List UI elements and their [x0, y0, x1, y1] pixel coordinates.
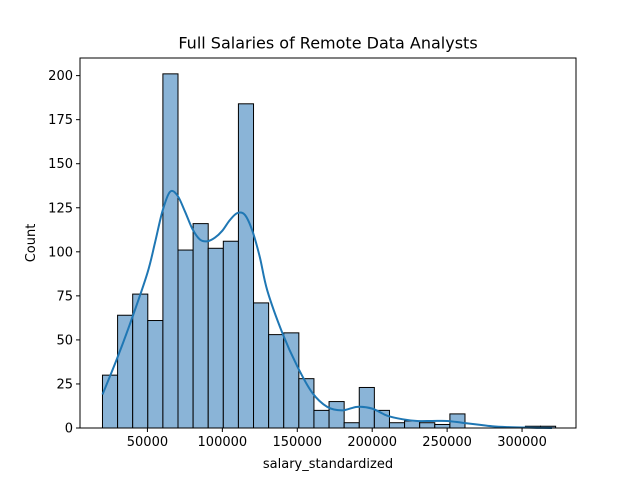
histogram-bar — [268, 334, 285, 429]
plot-frame — [79, 57, 577, 429]
y-tick-label: 100 — [48, 245, 73, 260]
x-axis-ticks: 50000 100000 150000 200000 250000 300000 — [127, 428, 547, 450]
y-tick-label: 175 — [48, 113, 73, 128]
chart-title: Full Salaries of Remote Data Analysts — [178, 34, 477, 53]
y-tick-label: 50 — [56, 333, 73, 348]
histogram-bar — [283, 332, 300, 429]
y-tick-label: 200 — [48, 69, 73, 84]
histogram-bar — [343, 422, 360, 429]
histogram-bar — [132, 293, 149, 429]
histogram-bar — [207, 247, 224, 429]
kde-curve — [101, 189, 553, 429]
y-tick-label: 75 — [56, 289, 73, 304]
histogram-bar — [298, 378, 315, 429]
histogram-bar — [434, 423, 451, 429]
histogram-bar — [147, 320, 164, 429]
y-axis-label: Count — [24, 224, 39, 263]
x-tick-label: 100000 — [198, 435, 248, 450]
y-tick-label: 125 — [48, 201, 73, 216]
histogram-bar — [253, 302, 270, 429]
histogram-bar — [237, 103, 255, 429]
histogram-bar — [419, 422, 436, 429]
histogram-bars — [101, 73, 557, 429]
histogram-bar — [222, 240, 239, 429]
x-tick-label: 150000 — [272, 435, 322, 450]
histogram-bar — [192, 223, 209, 429]
y-tick-label: 150 — [48, 157, 73, 172]
x-tick-label: 50000 — [127, 435, 168, 450]
histogram-bar — [388, 422, 406, 429]
y-tick-label: 0 — [65, 422, 73, 437]
x-tick-label: 200000 — [347, 435, 397, 450]
y-tick-label: 25 — [56, 377, 73, 392]
histogram-bar — [313, 409, 330, 429]
x-axis-label: salary_standardized — [263, 457, 393, 472]
histogram-bar — [117, 314, 134, 429]
x-tick-label: 250000 — [422, 435, 472, 450]
histogram-bar — [328, 401, 345, 429]
y-axis-ticks: 0 25 50 75 100 125 150 175 200 — [48, 69, 80, 437]
histogram-bar — [162, 73, 179, 429]
histogram-bar — [177, 249, 194, 429]
histogram-bar — [404, 420, 421, 429]
histogram-bar — [101, 374, 119, 429]
x-tick-label: 300000 — [497, 435, 547, 450]
